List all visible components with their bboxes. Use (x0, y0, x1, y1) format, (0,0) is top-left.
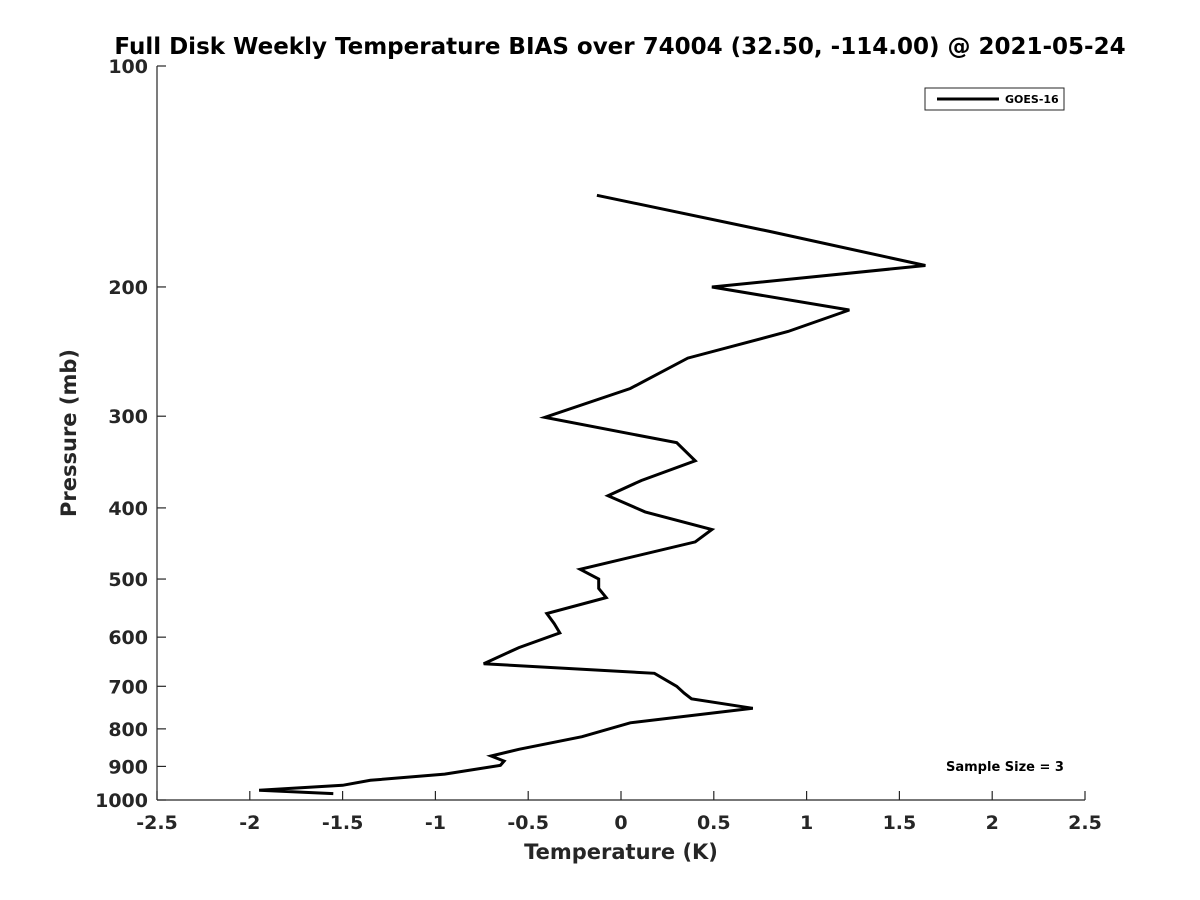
y-tick-label: 100 (108, 56, 148, 78)
y-tick-label: 700 (108, 676, 148, 698)
x-tick-label: 0 (614, 812, 627, 834)
y-tick-label: 900 (108, 756, 148, 778)
legend-label: GOES-16 (1005, 93, 1059, 106)
sample-size-annotation: Sample Size = 3 (946, 760, 1064, 775)
y-tick-label: 600 (108, 627, 148, 649)
y-tick-label: 400 (108, 498, 148, 520)
x-axis-ticks: -2.5 -2 -1.5 -1 -0.5 0 0.5 1 1.5 2 2.5 (136, 791, 1102, 834)
x-tick-label: 2 (986, 812, 999, 834)
x-tick-label: 1 (800, 812, 813, 834)
chart-title: Full Disk Weekly Temperature BIAS over 7… (114, 34, 1125, 60)
legend: GOES-16 (924, 87, 1065, 111)
y-tick-label: 1000 (95, 790, 148, 812)
x-tick-label: -0.5 (507, 812, 549, 834)
y-tick-label: 300 (108, 406, 148, 428)
x-tick-label: 2.5 (1068, 812, 1102, 834)
y-tick-label: 800 (108, 719, 148, 741)
y-tick-label: 500 (108, 569, 148, 591)
y-axis-ticks: 100 200 300 400 500 600 700 800 900 1000 (95, 56, 166, 812)
x-tick-label: -1.5 (322, 812, 364, 834)
x-axis-label: Temperature (K) (524, 840, 718, 864)
x-tick-label: -2.5 (136, 812, 178, 834)
series-line-goes-16 (259, 193, 926, 796)
x-tick-label: 1.5 (883, 812, 917, 834)
x-tick-label: -1 (425, 812, 446, 834)
x-tick-label: -2 (239, 812, 260, 834)
y-tick-label: 200 (108, 277, 148, 299)
y-axis-label: Pressure (mb) (57, 349, 81, 517)
x-tick-label: 0.5 (697, 812, 731, 834)
